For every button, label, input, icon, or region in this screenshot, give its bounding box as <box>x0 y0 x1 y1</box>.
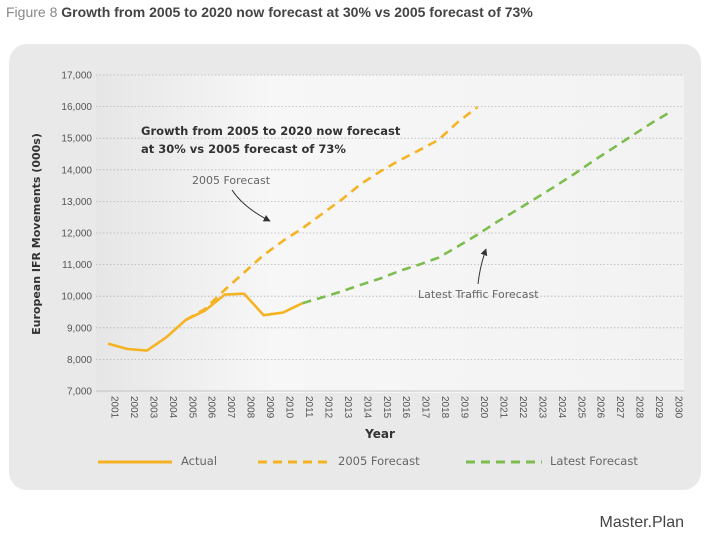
x-tick-label: 2013 <box>342 396 353 419</box>
headline-annotation-line2: at 30% vs 2005 forecast of 73% <box>141 142 346 156</box>
y-tick-label: 16,000 <box>61 102 92 113</box>
y-tick-label: 13,000 <box>61 197 92 208</box>
x-tick-label: 2029 <box>653 396 664 419</box>
x-tick-label: 2021 <box>497 396 508 419</box>
series-line-2005-forecast <box>185 106 479 322</box>
x-tick-label: 2004 <box>167 396 178 419</box>
y-tick-label: 11,000 <box>62 260 92 271</box>
x-tick-label: 2020 <box>478 396 489 419</box>
x-tick-label: 2001 <box>109 396 120 419</box>
x-tick-label: 2018 <box>439 396 450 419</box>
x-tick-label: 2009 <box>264 396 275 419</box>
footer-brand: Master.Plan <box>599 514 684 531</box>
legend-label-2005-forecast: 2005 Forecast <box>338 454 420 468</box>
x-tick-label: 2030 <box>673 396 684 419</box>
latest-forecast-arrow <box>477 248 488 285</box>
y-tick-label: 14,000 <box>61 165 92 176</box>
x-tick-label: 2015 <box>381 396 392 419</box>
x-tick-label: 2024 <box>556 396 567 419</box>
figure-title: Figure 8 Growth from 2005 to 2020 now fo… <box>6 4 533 20</box>
y-tick-label: 12,000 <box>61 229 92 240</box>
forecast-2005-annotation: 2005 Forecast <box>192 174 271 187</box>
x-axis-label: Year <box>364 427 395 441</box>
plot-area <box>96 75 684 393</box>
y-tick-label: 7,000 <box>67 387 92 398</box>
x-tick-label: 2007 <box>225 396 236 419</box>
x-tick-label: 2027 <box>614 396 625 419</box>
x-tick-label: 2023 <box>536 396 547 419</box>
latest-forecast-annotation: Latest Traffic Forecast <box>418 288 539 301</box>
y-tick-label: 8,000 <box>67 355 92 366</box>
forecast-2005-arrow <box>231 189 271 222</box>
figure-title-text: Growth from 2005 to 2020 now forecast at… <box>61 4 533 20</box>
x-tick-label: 2025 <box>575 396 586 419</box>
y-tick-label: 15,000 <box>61 134 92 145</box>
x-tick-label: 2003 <box>147 396 158 419</box>
x-tick-label: 2005 <box>186 396 197 419</box>
legend-label-actual: Actual <box>181 454 217 468</box>
x-tick-label: 2019 <box>459 396 470 419</box>
figure-number: Figure 8 <box>6 4 58 20</box>
x-tick-label: 2002 <box>128 396 139 419</box>
y-axis-label: European IFR Movements (000s) <box>30 133 43 335</box>
x-tick-label: 2028 <box>634 396 645 419</box>
x-tick-label: 2014 <box>361 396 372 419</box>
y-tick-label: 10,000 <box>61 292 92 303</box>
x-tick-label: 2022 <box>517 396 528 419</box>
x-tick-label: 2008 <box>245 396 256 419</box>
series-line-latest-forecast <box>302 109 673 305</box>
y-tick-label: 9,000 <box>67 323 92 334</box>
x-tick-label: 2012 <box>322 396 333 419</box>
x-tick-label: 2010 <box>284 396 295 419</box>
legend: Actual 2005 Forecast Latest Forecast <box>98 454 638 468</box>
x-tick-label: 2016 <box>400 396 411 419</box>
x-tick-label: 2006 <box>206 396 217 419</box>
headline-annotation-line1: Growth from 2005 to 2020 now forecast <box>141 124 401 138</box>
y-tick-label: 17,000 <box>61 71 92 82</box>
legend-label-latest-forecast: Latest Forecast <box>550 454 638 468</box>
x-tick-label: 2026 <box>595 396 606 419</box>
x-tick-label: 2017 <box>420 396 431 419</box>
x-tick-label: 2011 <box>303 396 314 418</box>
series-line-actual <box>107 292 304 352</box>
